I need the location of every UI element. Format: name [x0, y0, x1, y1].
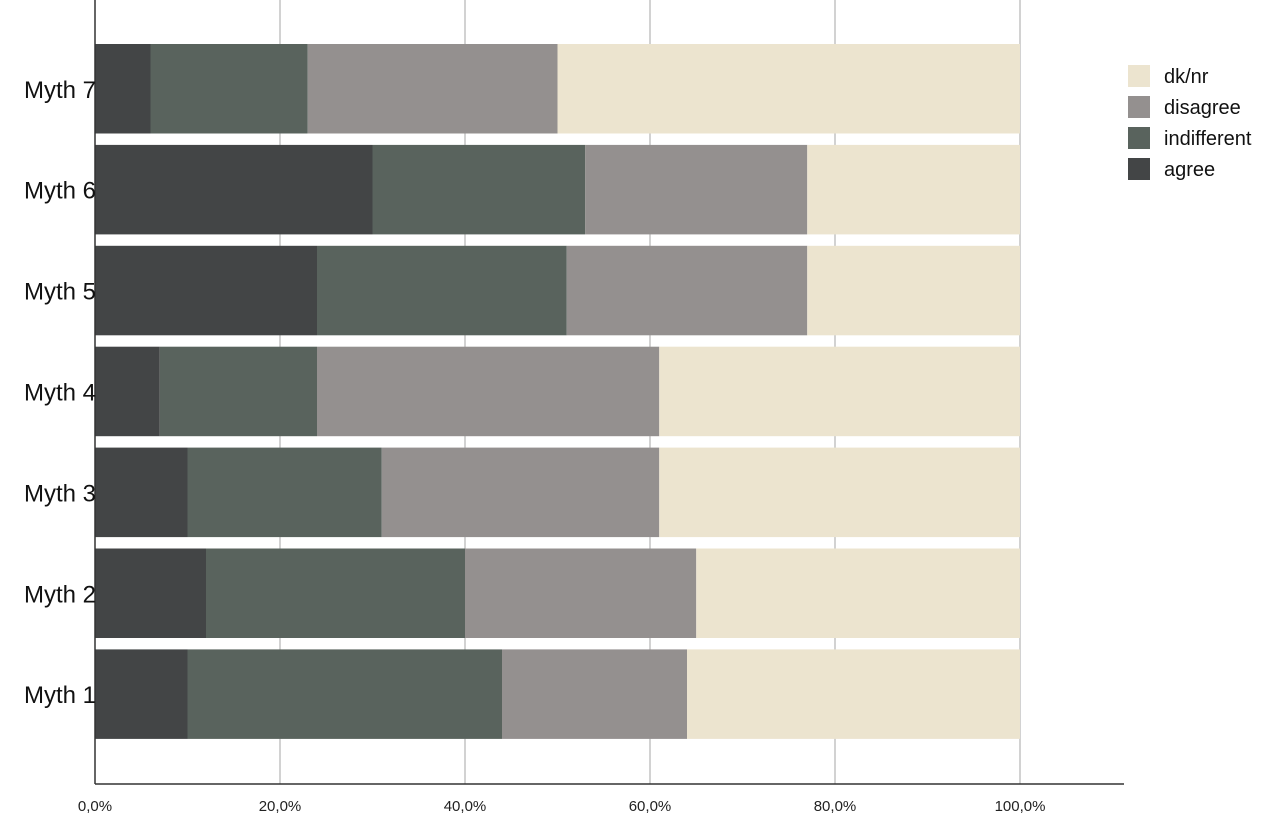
legend-swatch — [1128, 96, 1150, 118]
bar-segment-disagree — [465, 548, 697, 638]
category-label: Myth 7 — [24, 77, 96, 104]
legend-swatch — [1128, 65, 1150, 87]
bar-segment-disagree — [307, 44, 558, 134]
bar-segment-indifferent — [372, 144, 586, 235]
bar-segment-disagree — [317, 346, 660, 437]
bar-segment-indifferent — [187, 447, 382, 538]
bar-segment-agree — [95, 649, 188, 739]
bar-segment-agree — [95, 447, 188, 538]
bar-segment-dk-nr — [696, 548, 1020, 638]
bar-segment-indifferent — [187, 649, 502, 739]
x-tick-label: 0,0% — [78, 798, 112, 815]
bar-segment-agree — [95, 548, 206, 638]
category-label: Myth 5 — [24, 279, 96, 306]
bar-segment-agree — [95, 245, 317, 336]
bar-segment-indifferent — [206, 548, 465, 638]
bar-segment-dk-nr — [807, 245, 1020, 336]
x-tick-label: 100,0% — [995, 798, 1046, 815]
legend-label: disagree — [1164, 97, 1241, 119]
legend-swatch — [1128, 127, 1150, 149]
category-label: Myth 6 — [24, 178, 96, 205]
bar-segment-disagree — [381, 447, 660, 538]
x-tick-label: 60,0% — [629, 798, 672, 815]
bar-segment-agree — [95, 346, 160, 437]
legend: dk/nr disagree indifferent agree — [1128, 65, 1252, 181]
bar-segment-disagree — [585, 144, 808, 235]
legend-swatch — [1128, 158, 1150, 180]
bar-segment-dk-nr — [807, 144, 1020, 235]
bar-segment-agree — [95, 44, 151, 134]
category-label: Myth 3 — [24, 480, 96, 507]
x-tick-label: 20,0% — [259, 798, 302, 815]
legend-label: agree — [1164, 159, 1215, 181]
category-label: Myth 4 — [24, 379, 96, 406]
bar-segment-dk-nr — [557, 44, 1020, 134]
bar-segment-indifferent — [159, 346, 317, 437]
bar-segment-indifferent — [150, 44, 308, 134]
bar-segment-dk-nr — [659, 447, 1020, 538]
bar-segment-agree — [95, 144, 373, 235]
x-tick-label: 80,0% — [814, 798, 857, 815]
legend-label: dk/nr — [1164, 66, 1209, 88]
category-label: Myth 1 — [24, 682, 96, 709]
axis-labels: 0,0% 20,0% 40,0% 60,0% 80,0% 100,0% Myth 7 Myth… — [24, 77, 1045, 815]
bars — [95, 44, 1020, 739]
bar-segment-dk-nr — [659, 346, 1020, 437]
bar-segment-dk-nr — [687, 649, 1020, 739]
bar-segment-indifferent — [317, 245, 567, 336]
bar-segment-disagree — [502, 649, 687, 739]
axes — [94, 0, 1124, 785]
legend-label: indifferent — [1164, 128, 1252, 150]
category-label: Myth 2 — [24, 581, 96, 608]
x-tick-label: 40,0% — [444, 798, 487, 815]
bar-segment-disagree — [566, 245, 808, 336]
